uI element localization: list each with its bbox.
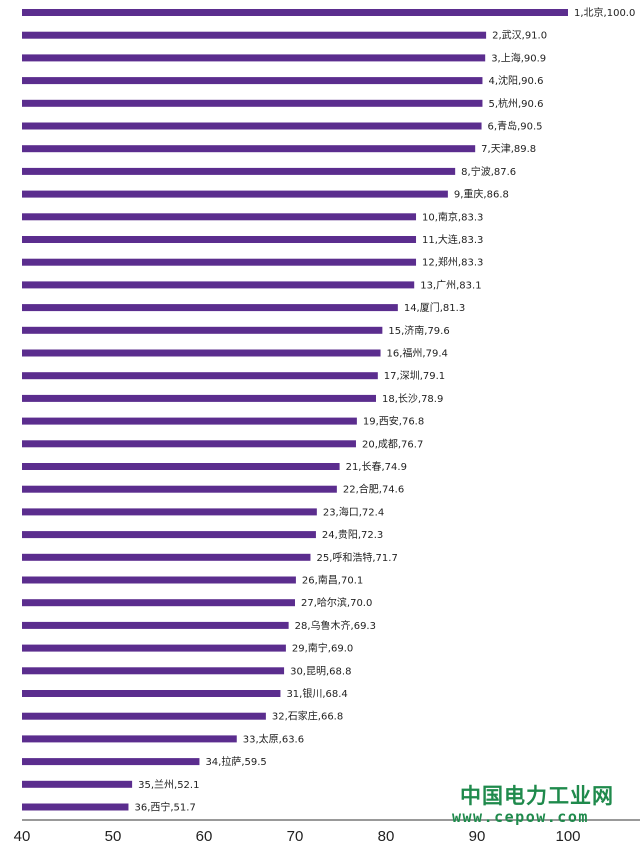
data-label-11: 11,大连,83.3 <box>422 233 483 246</box>
data-label-35: 35,兰州,52.1 <box>138 778 199 791</box>
bar-14 <box>22 304 398 312</box>
bar-29 <box>22 644 286 652</box>
bar-31 <box>22 690 281 697</box>
data-label-12: 12,郑州,83.3 <box>422 256 483 269</box>
bar-32 <box>22 712 266 720</box>
x-tick-label-40: 40 <box>14 828 31 845</box>
bar-10 <box>22 213 417 221</box>
x-tick-label-60: 60 <box>196 828 213 845</box>
data-label-27: 27,哈尔滨,70.0 <box>301 596 372 609</box>
data-label-13: 13,广州,83.1 <box>420 279 481 291</box>
data-label-20: 20,成都,76.7 <box>362 438 423 450</box>
x-tick-label-50: 50 <box>105 828 122 845</box>
bar-5 <box>22 99 483 107</box>
x-tick-label-100: 100 <box>555 828 580 845</box>
x-tick-label-90: 90 <box>469 828 486 845</box>
x-tick-label-70: 70 <box>287 828 304 845</box>
bar-36 <box>22 803 129 811</box>
bar-6 <box>22 122 482 130</box>
bar-24 <box>22 531 316 539</box>
data-label-2: 2,武汉,91.0 <box>492 29 547 42</box>
data-label-4: 4,沈阳,90.6 <box>488 74 543 87</box>
data-label-36: 36,西宁,51.7 <box>134 801 195 814</box>
data-label-29: 29,南宁,69.0 <box>292 642 353 655</box>
bar-35 <box>22 780 133 788</box>
data-label-23: 23,海口,72.4 <box>323 505 384 518</box>
data-label-3: 3,上海,90.9 <box>491 51 546 64</box>
data-label-21: 21,长春,74.9 <box>346 461 407 473</box>
data-label-14: 14,厦门,81.3 <box>404 301 465 314</box>
bar-12 <box>22 258 417 266</box>
bar-21 <box>22 463 340 470</box>
data-label-34: 34,拉萨,59.5 <box>205 755 266 768</box>
data-label-10: 10,南京,83.3 <box>422 210 483 223</box>
bar-26 <box>22 576 296 584</box>
data-label-17: 17,深圳,79.1 <box>384 370 445 382</box>
x-axis-ticks-group: 40 50 60 70 80 90 100 <box>14 828 581 845</box>
data-label-1: 1,北京,100.0 <box>574 6 635 19</box>
data-label-8: 8,宁波,87.6 <box>461 165 516 178</box>
bar-28 <box>22 621 289 629</box>
data-labels-group: 1,北京,100.0 2,武汉,91.0 3,上海,90.9 4,沈阳,90.6 5,杭… <box>134 6 635 814</box>
bar-8 <box>22 167 456 175</box>
data-label-9: 9,重庆,86.8 <box>454 188 509 201</box>
data-label-28: 28,乌鲁木齐,69.3 <box>295 619 376 632</box>
bar-7 <box>22 145 476 153</box>
data-label-15: 15,济南,79.6 <box>388 324 449 337</box>
data-label-25: 25,呼和浩特,71.7 <box>316 552 397 564</box>
watermark-url: www.cepow.com <box>452 808 589 826</box>
data-label-26: 26,南昌,70.1 <box>302 574 363 587</box>
watermark-name: 中国电力工业网 <box>460 784 614 808</box>
bars-group <box>22 9 568 811</box>
bar-34 <box>22 758 200 766</box>
data-label-30: 30,昆明,68.8 <box>290 665 351 677</box>
data-label-24: 24,贵阳,72.3 <box>322 528 383 541</box>
data-label-16: 16,福州,79.4 <box>387 347 448 360</box>
bar-20 <box>22 440 356 448</box>
data-label-31: 31,银川,68.4 <box>286 687 347 700</box>
bar-30 <box>22 667 285 675</box>
bar-2 <box>22 31 487 39</box>
bar-3 <box>22 54 486 62</box>
data-label-32: 32,石家庄,66.8 <box>272 710 343 723</box>
bar-27 <box>22 599 295 607</box>
data-label-33: 33,太原,63.6 <box>243 732 304 745</box>
x-tick-label-80: 80 <box>378 828 395 845</box>
data-label-5: 5,杭州,90.6 <box>488 97 543 110</box>
bar-23 <box>22 508 317 516</box>
bar-17 <box>22 372 378 380</box>
bar-1 <box>22 9 568 16</box>
data-label-6: 6,青岛,90.5 <box>488 120 543 133</box>
bar-22 <box>22 485 337 493</box>
data-label-18: 18,长沙,78.9 <box>382 393 443 405</box>
bar-33 <box>22 735 237 743</box>
data-label-7: 7,天津,89.8 <box>481 143 536 155</box>
bar-19 <box>22 417 357 425</box>
bar-25 <box>22 553 311 561</box>
bar-9 <box>22 190 448 198</box>
bar-11 <box>22 236 417 243</box>
bar-18 <box>22 394 376 402</box>
bar-13 <box>22 281 415 289</box>
data-label-22: 22,合肥,74.6 <box>343 483 404 496</box>
bar-15 <box>22 326 383 334</box>
data-label-19: 19,西安,76.8 <box>363 415 424 428</box>
bar-16 <box>22 349 381 357</box>
bar-4 <box>22 77 483 85</box>
